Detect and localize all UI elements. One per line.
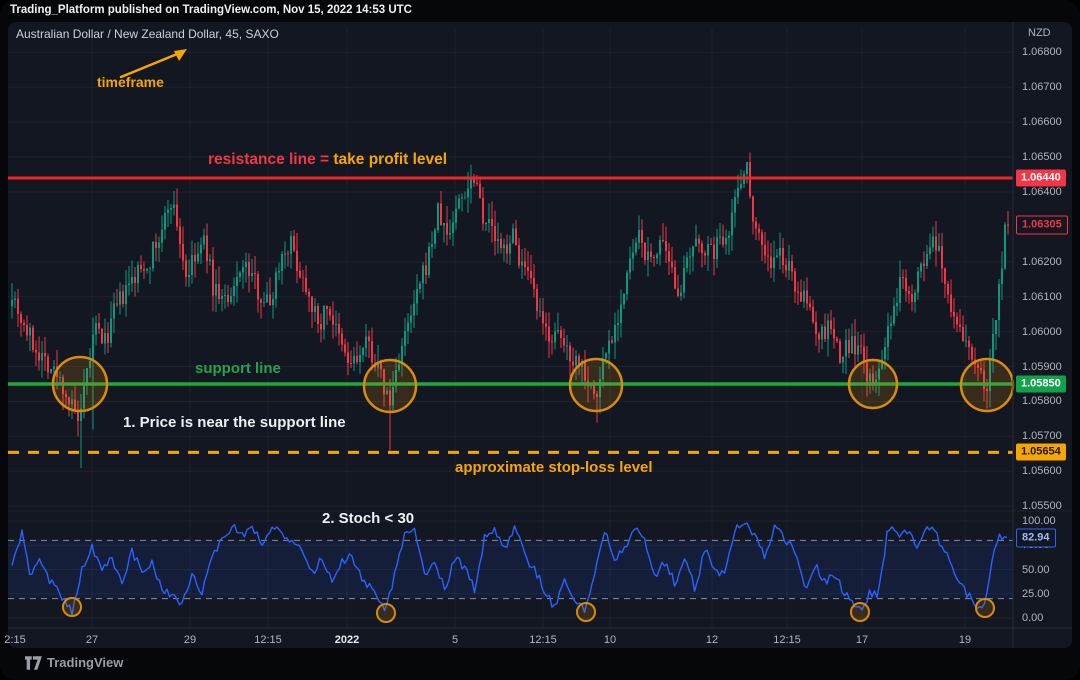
drawing-resistance-label[interactable]: resistance line = take profit level	[208, 151, 447, 169]
footer-bar: TradingView	[0, 648, 1080, 680]
resistance-label-part2: take profit level	[333, 151, 448, 168]
price-tick-label: 1.06600	[1022, 116, 1062, 129]
price-badge: 1.06440	[1016, 169, 1066, 187]
signal-circle-price[interactable]	[568, 357, 624, 413]
timeframe-arrow[interactable]	[119, 50, 184, 79]
price-tick-label: 1.06800	[1022, 46, 1062, 59]
signal-circle-price[interactable]	[959, 357, 1015, 413]
stoch-tick-label: 0.00	[1022, 612, 1044, 624]
time-tick-label: 27	[85, 634, 99, 646]
time-tick-label: 5	[451, 634, 459, 646]
time-tick-label: 12:15	[773, 634, 801, 646]
price-tick-label: 1.05800	[1022, 395, 1062, 408]
time-tick-label: 12:15	[254, 634, 282, 646]
signal-circle-price[interactable]	[362, 358, 418, 414]
chart-background	[8, 22, 1072, 648]
drawing-support-label[interactable]: support line	[195, 360, 281, 377]
stoch-band-fill	[8, 540, 1013, 599]
price-tick-label: 1.05500	[1022, 500, 1062, 513]
candles-layer[interactable]	[11, 152, 1009, 468]
time-tick-label: 19	[958, 634, 972, 646]
currency-label: NZD	[1028, 27, 1051, 39]
price-badge: 1.05654	[1016, 443, 1066, 461]
time-tick-label: 12:15	[529, 634, 557, 646]
drawing-stoploss-label[interactable]: approximate stop-loss level	[455, 459, 653, 476]
drawing-timeframe-label[interactable]: timeframe	[97, 74, 164, 90]
signal-circle-stoch[interactable]	[576, 602, 596, 622]
price-tick-label: 1.05700	[1022, 430, 1062, 443]
time-tick-label: 10	[603, 634, 617, 646]
signal-circle-price[interactable]	[51, 355, 109, 413]
signal-circle-price[interactable]	[847, 358, 899, 410]
stoch-tick-label: 50.00	[1022, 563, 1050, 576]
stoch-line[interactable]	[11, 522, 1008, 616]
stoch-tick-label: 100.00	[1022, 515, 1056, 527]
stoch-tick-label: 25.00	[1022, 587, 1050, 600]
price-tick-label: 1.05900	[1022, 360, 1062, 373]
price-tick-label: 1.06700	[1022, 81, 1062, 94]
time-tick-label: 2:15	[4, 634, 26, 646]
symbol-title[interactable]: Australian Dollar / New Zealand Dollar, …	[16, 27, 279, 41]
signal-circle-stoch[interactable]	[975, 598, 995, 618]
price-tick-label: 1.06000	[1022, 325, 1062, 338]
price-tick-label: 1.06100	[1022, 290, 1062, 303]
tradingview-logo-icon[interactable]	[25, 656, 43, 670]
drawing-note-stoch[interactable]: 2. Stoch < 30	[322, 510, 415, 527]
price-tick-label: 1.06400	[1022, 185, 1062, 198]
stoch-value-badge: 82.94	[1016, 528, 1056, 548]
price-and-stoch-plot[interactable]	[8, 22, 1072, 648]
drawing-note-price-near-support[interactable]: 1. Price is near the support line	[123, 414, 346, 431]
signal-circle-stoch[interactable]	[62, 597, 82, 617]
timeframe-arrowhead	[174, 49, 187, 61]
price-tick-label: 1.06200	[1022, 255, 1062, 268]
price-badge: 1.06305	[1016, 215, 1068, 235]
time-tick-label: 12	[705, 634, 719, 646]
time-tick-label: 29	[183, 634, 197, 646]
time-tick-label: 2022	[334, 634, 360, 646]
signal-circle-stoch[interactable]	[376, 603, 396, 623]
price-tick-label: 1.06500	[1022, 151, 1062, 164]
resistance-label-part1: resistance line =	[208, 151, 334, 168]
signal-circle-stoch[interactable]	[850, 602, 870, 622]
price-tick-label: 1.05600	[1022, 465, 1062, 478]
tradingview-logo-text[interactable]: TradingView	[47, 655, 124, 670]
attribution-text: Trading_Platform published on TradingVie…	[10, 4, 412, 16]
attribution-bar: Trading_Platform published on TradingVie…	[0, 0, 1080, 22]
time-tick-label: 17	[855, 634, 869, 646]
price-badge: 1.05850	[1016, 375, 1066, 393]
